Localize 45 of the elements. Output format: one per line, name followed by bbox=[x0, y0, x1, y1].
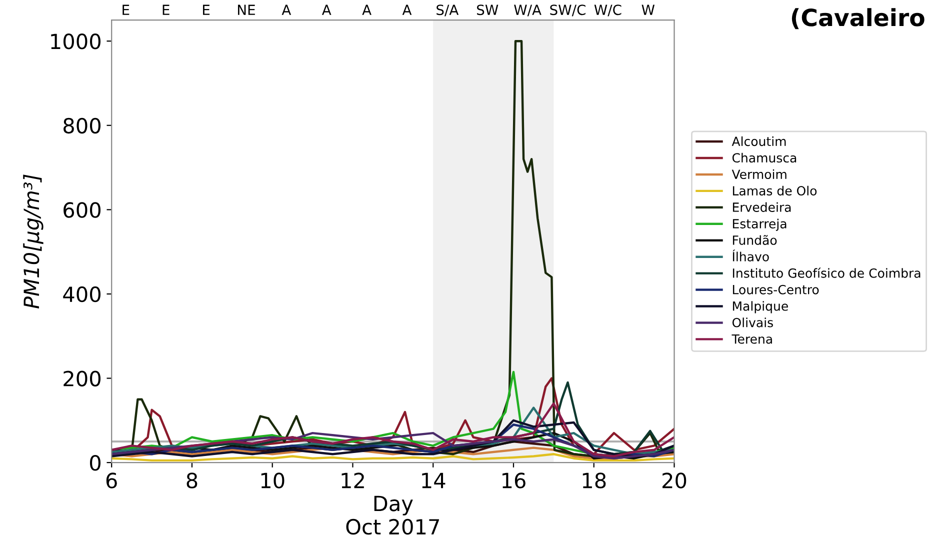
x-axis-title: Day Oct 2017 bbox=[346, 496, 439, 535]
y-tick-label: 200 bbox=[64, 370, 100, 386]
y-tick-label: 0 bbox=[90, 455, 100, 471]
text: A bbox=[322, 4, 332, 15]
legend-label: Estarreja bbox=[732, 218, 786, 231]
legend-label: Ervedeira bbox=[732, 202, 791, 212]
x-tick-label: 18 bbox=[582, 472, 606, 488]
legend-label: Chamusca bbox=[732, 152, 796, 163]
text: W bbox=[642, 4, 655, 15]
text: E bbox=[122, 4, 130, 15]
x-tick-label: 8 bbox=[186, 472, 198, 488]
text: W/C bbox=[594, 4, 622, 16]
line-series bbox=[112, 432, 674, 460]
text: NE bbox=[238, 4, 255, 15]
legend-label: Alcoutim bbox=[732, 136, 786, 146]
x-tick-label: 20 bbox=[662, 472, 686, 488]
text: S/A bbox=[436, 4, 459, 16]
legend-label: Malpique bbox=[732, 301, 788, 314]
legend-label: Ílhavo bbox=[732, 250, 769, 262]
text: SW bbox=[477, 4, 498, 16]
legend-label: Lamas de Olo bbox=[732, 186, 817, 196]
y-tick-label: 1000 bbox=[51, 34, 100, 50]
x-tick-label: 14 bbox=[422, 472, 446, 488]
legend-label: Vermoim bbox=[732, 169, 786, 180]
text: A bbox=[402, 4, 412, 15]
text: (Cavaleiro bbox=[792, 8, 924, 30]
legend-label: Olivais bbox=[732, 318, 773, 328]
text: E bbox=[162, 4, 170, 15]
legend-label: Loures-Centro bbox=[732, 284, 819, 294]
text: A bbox=[282, 4, 292, 15]
legend-label: Instituto Geofísico de Coimbra bbox=[732, 268, 920, 278]
x-tick-label: 12 bbox=[342, 472, 364, 488]
y-tick-label: 800 bbox=[64, 118, 100, 134]
text: A bbox=[362, 4, 372, 15]
text: SW/C bbox=[550, 4, 586, 16]
x-tick-label: 16 bbox=[502, 472, 526, 488]
legend-label: Terena bbox=[732, 334, 772, 344]
y-tick-label: 400 bbox=[63, 286, 100, 302]
x-tick-label: 10 bbox=[261, 472, 284, 488]
y-tick-label: 600 bbox=[64, 202, 100, 218]
text: W/A bbox=[514, 4, 542, 16]
x-tick-label: 6 bbox=[106, 472, 117, 488]
y-axis-title: PM10[μg/m³] bbox=[23, 174, 44, 308]
legend-label: Fundão bbox=[732, 235, 777, 245]
text: E bbox=[203, 4, 210, 15]
